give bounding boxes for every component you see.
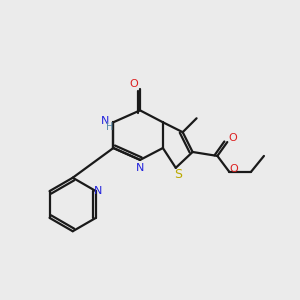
Text: N: N	[101, 116, 110, 126]
Text: O: O	[230, 164, 239, 174]
Text: S: S	[174, 168, 182, 181]
Text: H: H	[106, 122, 113, 132]
Text: O: O	[130, 79, 139, 88]
Text: N: N	[136, 163, 144, 173]
Text: N: N	[94, 186, 102, 196]
Text: O: O	[229, 133, 238, 143]
